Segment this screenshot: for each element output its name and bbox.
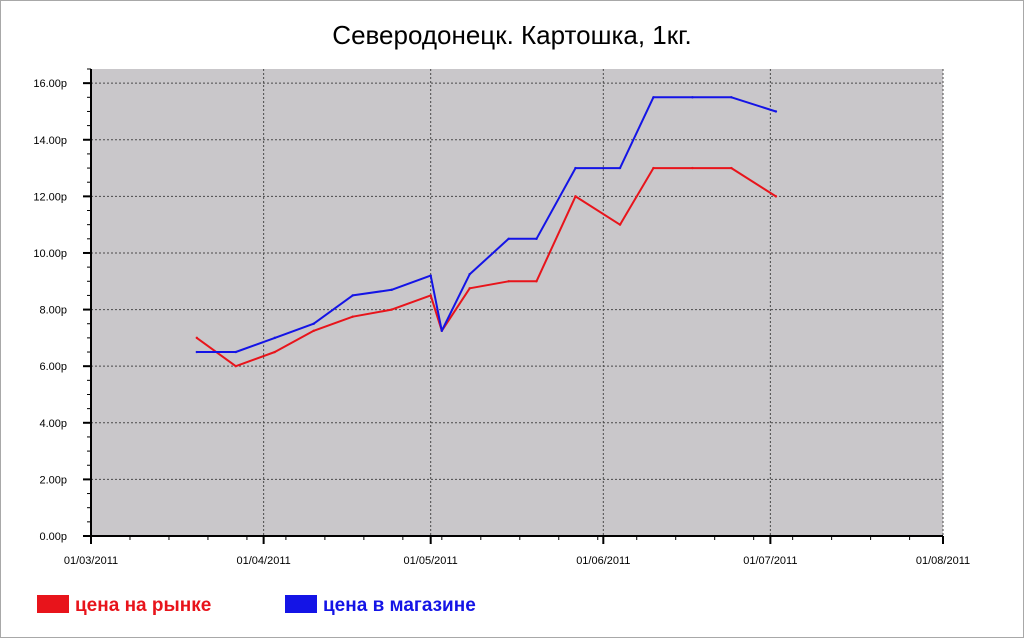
- data-point: [390, 308, 393, 311]
- data-point: [535, 280, 538, 283]
- y-tick-label: 8.00р: [39, 305, 67, 317]
- axes: 0.00р 2.00р 4.00р 6.00р 8.00р 10.00р 12.00р 14.…: [33, 68, 970, 567]
- data-point: [774, 110, 778, 113]
- legend-swatch: [285, 595, 317, 613]
- y-tick-label: 10.00р: [33, 248, 67, 260]
- legend: цена на рынке цена в магазине: [37, 595, 476, 616]
- data-point: [774, 195, 778, 198]
- data-point: [351, 294, 354, 297]
- legend-label: цена в магазине: [323, 595, 476, 616]
- x-tick-label: 01/04/2011: [237, 555, 291, 567]
- y-tick-label: 16.00р: [33, 78, 67, 90]
- data-point: [429, 274, 432, 277]
- x-tick-label: 01/06/2011: [576, 555, 630, 567]
- y-tick-label: 2.00р: [39, 474, 67, 486]
- y-tick-label: 6.00р: [39, 361, 67, 373]
- data-point: [691, 96, 694, 99]
- data-point: [574, 195, 577, 198]
- data-point: [273, 336, 276, 340]
- data-point: [273, 350, 276, 354]
- data-point: [234, 350, 237, 354]
- data-point: [730, 166, 733, 170]
- data-point: [618, 223, 622, 226]
- data-point: [351, 315, 354, 318]
- data-point: [691, 166, 694, 170]
- data-point: [574, 166, 577, 170]
- legend-swatch: [37, 595, 69, 613]
- data-point: [440, 329, 444, 333]
- y-tick-label: 4.00р: [39, 418, 67, 430]
- x-tick-label: 01/08/2011: [916, 555, 970, 567]
- y-tick-label: 0.00р: [39, 531, 67, 543]
- data-point: [652, 96, 655, 99]
- data-point: [507, 280, 510, 283]
- data-point: [195, 350, 199, 354]
- data-point: [652, 166, 655, 170]
- data-point: [312, 322, 315, 325]
- data-point: [390, 288, 393, 291]
- data-point: [730, 96, 733, 99]
- data-point: [312, 329, 315, 333]
- data-point: [234, 364, 237, 368]
- data-point: [618, 166, 622, 170]
- y-tick-label: 14.00р: [33, 135, 67, 147]
- series-lines: [195, 96, 778, 368]
- x-tick-label: 01/03/2011: [64, 555, 118, 567]
- data-point: [535, 237, 538, 241]
- data-point: [468, 272, 471, 276]
- y-tick-label: 12.00р: [33, 191, 67, 203]
- x-tick-label: 01/07/2011: [743, 555, 797, 567]
- plot-area: [91, 69, 943, 536]
- x-tick-label: 01/05/2011: [404, 555, 458, 567]
- data-point: [195, 336, 199, 340]
- data-point: [507, 237, 510, 241]
- data-point: [429, 294, 432, 297]
- data-point: [468, 287, 471, 290]
- chart-title: Северодонецк. Картошка, 1кг.: [332, 20, 691, 50]
- legend-label: цена на рынке: [75, 595, 211, 616]
